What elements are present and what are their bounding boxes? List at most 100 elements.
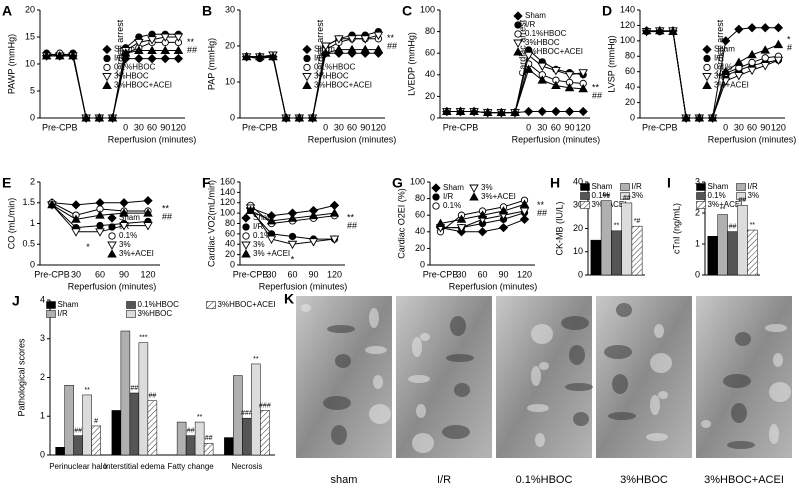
- data-point: [773, 56, 784, 66]
- data-point: [551, 80, 561, 90]
- y-tick-label: 40: [415, 226, 425, 236]
- x-tick-label: 30: [266, 269, 276, 279]
- data-point: [760, 62, 771, 71]
- data-point: [564, 106, 575, 117]
- legend-marker: [242, 223, 250, 231]
- significance: ##: [602, 192, 610, 199]
- legend-swatch: [736, 192, 746, 200]
- micrograph-texture: [412, 337, 422, 357]
- legend-marker: [702, 73, 712, 82]
- y-tick-label: 1.5: [22, 197, 35, 207]
- significance: #: [787, 42, 792, 52]
- image-caption: 3%HBOC: [620, 474, 668, 486]
- legend-marker: [513, 47, 523, 56]
- micrograph-texture: [561, 316, 589, 330]
- data-point: [68, 50, 78, 60]
- data-point: [308, 210, 319, 220]
- legend-label: 3%HBOC+ACEI: [525, 47, 583, 56]
- y-tick-label: 0: [230, 259, 235, 269]
- data-point: [496, 107, 507, 117]
- data-point: [734, 72, 744, 81]
- micrograph-texture: [650, 395, 660, 415]
- significance: ###: [241, 410, 253, 417]
- x-tick-label: 120: [517, 269, 532, 279]
- bar: [737, 205, 748, 276]
- panel-label: F: [202, 175, 211, 191]
- data-point: [54, 50, 65, 60]
- data-point: [773, 23, 784, 33]
- y-tick-label: 20: [425, 91, 435, 101]
- significance: **: [84, 387, 90, 394]
- significance: #: [94, 418, 98, 425]
- legend-swatch: [620, 183, 630, 191]
- legend-marker: [102, 73, 112, 82]
- panel-label: H: [550, 175, 560, 191]
- y-tick-label: 140: [620, 4, 635, 14]
- legend-label: 3%+ACEI: [119, 249, 154, 258]
- data-point: [41, 50, 52, 60]
- micrograph-texture: [701, 420, 711, 428]
- micrograph-texture: [569, 345, 585, 365]
- y-axis-label: Cardiac VO2(mL/min): [206, 180, 216, 267]
- y-axis-label: LVSP (mmHg): [606, 35, 616, 92]
- legend-label: Sham: [119, 213, 140, 222]
- bar: [64, 385, 74, 456]
- legend-label: I/R: [714, 54, 724, 63]
- micrograph-texture: [646, 433, 668, 441]
- bar: [727, 231, 738, 276]
- legend-label: 0.1%HBOC: [314, 63, 356, 72]
- series-line: [646, 30, 779, 119]
- data-point: [107, 113, 118, 122]
- legend-marker: [469, 192, 479, 201]
- data-point: [173, 45, 184, 54]
- data-point: [773, 39, 784, 49]
- bar: [91, 425, 101, 456]
- micrograph-texture: [604, 345, 632, 359]
- data-point: [266, 215, 277, 225]
- micrograph-texture: [531, 324, 553, 344]
- significance: **: [387, 33, 395, 43]
- bar: [111, 410, 122, 456]
- legend-marker: [242, 232, 250, 240]
- bar: [600, 200, 612, 276]
- data-point: [551, 106, 561, 117]
- legend-label: I/R: [632, 182, 642, 191]
- y-tick-label: 0: [30, 259, 35, 269]
- significance: ##: [130, 385, 138, 392]
- significance: **: [187, 37, 195, 47]
- legend-label: I/R: [114, 54, 124, 63]
- data-point: [71, 214, 81, 223]
- data-point: [498, 206, 509, 215]
- data-point: [134, 53, 144, 64]
- legend-marker: [513, 11, 523, 21]
- legend-label: I/R: [525, 20, 535, 29]
- bar: [260, 410, 270, 456]
- significance: **: [750, 222, 756, 229]
- x-tick-label: Fatty change: [168, 462, 215, 471]
- data-point: [477, 210, 488, 219]
- y-tick-label: 40: [425, 69, 435, 79]
- legend-label: 3%HBOC: [138, 309, 173, 318]
- data-point: [347, 44, 357, 54]
- x-tick-label: 0: [323, 122, 328, 132]
- micrograph-texture: [369, 404, 391, 424]
- x-tick-label: Perinuclear halo: [49, 462, 107, 471]
- legend-label: 3%+ACEI: [714, 81, 749, 90]
- legend-label: 3%+ACEI: [708, 200, 743, 209]
- series-line: [446, 54, 584, 114]
- x-tick-label: 30: [71, 269, 81, 279]
- legend-label: 3%HBOC+ACEI: [218, 300, 276, 309]
- data-point: [456, 214, 467, 223]
- image-caption: 3%HBOC+ACEI: [704, 474, 784, 486]
- legend-swatch: [46, 301, 56, 309]
- x-tick-label: 60: [747, 122, 757, 132]
- x-tick-label: Necrosis: [231, 462, 262, 471]
- y-tick-label: 100: [220, 208, 235, 218]
- legend-marker: [241, 249, 251, 258]
- micrograph-texture: [454, 383, 470, 397]
- significance: ##: [187, 45, 197, 55]
- micrograph-texture: [731, 403, 747, 423]
- x-tick-label: 90: [119, 269, 129, 279]
- x-tick-label: 60: [551, 122, 561, 132]
- legend-label: 3%HBOC: [525, 38, 560, 47]
